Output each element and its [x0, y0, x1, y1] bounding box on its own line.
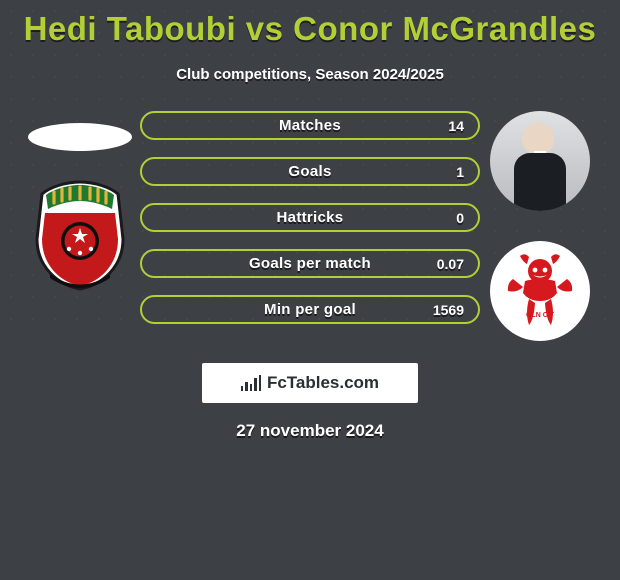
stat-label: Goals	[288, 163, 331, 180]
page-title: Hedi Taboubi vs Conor McGrandles	[0, 0, 620, 48]
stat-value-right: 1	[456, 164, 464, 180]
stat-value-right: 0.07	[437, 256, 464, 272]
stat-label: Hattricks	[277, 209, 344, 226]
club-crest-left	[30, 179, 130, 291]
brand-text: FcTables.com	[267, 373, 379, 393]
lincoln-imp-icon: OLN CIT	[505, 253, 575, 329]
stat-row-matches: Matches 14	[140, 111, 480, 140]
subtitle: Club competitions, Season 2024/2025	[0, 66, 620, 83]
stat-label: Goals per match	[249, 255, 371, 272]
stat-row-hattricks: Hattricks 0	[140, 203, 480, 232]
wrexham-crest-icon	[30, 179, 130, 291]
bars-icon	[241, 375, 261, 391]
svg-text:OLN CIT: OLN CIT	[526, 312, 555, 319]
right-column: OLN CIT	[480, 105, 600, 341]
stat-row-goals: Goals 1	[140, 157, 480, 186]
stat-row-mpg: Min per goal 1569	[140, 295, 480, 324]
stat-value-right: 0	[456, 210, 464, 226]
player-photo-left	[28, 123, 132, 151]
brand-badge: FcTables.com	[202, 363, 418, 403]
stat-label: Min per goal	[264, 301, 356, 318]
stat-value-right: 14	[448, 118, 464, 134]
stats-column: Matches 14 Goals 1 Hattricks 0 Goals per…	[140, 105, 480, 324]
left-column	[20, 105, 140, 291]
club-crest-right: OLN CIT	[490, 241, 590, 341]
comparison-date: 27 november 2024	[0, 421, 620, 441]
stat-value-right: 1569	[433, 302, 464, 318]
player-photo-right	[490, 111, 590, 211]
stat-label: Matches	[279, 117, 341, 134]
comparison-content: Matches 14 Goals 1 Hattricks 0 Goals per…	[0, 105, 620, 341]
stat-row-gpm: Goals per match 0.07	[140, 249, 480, 278]
